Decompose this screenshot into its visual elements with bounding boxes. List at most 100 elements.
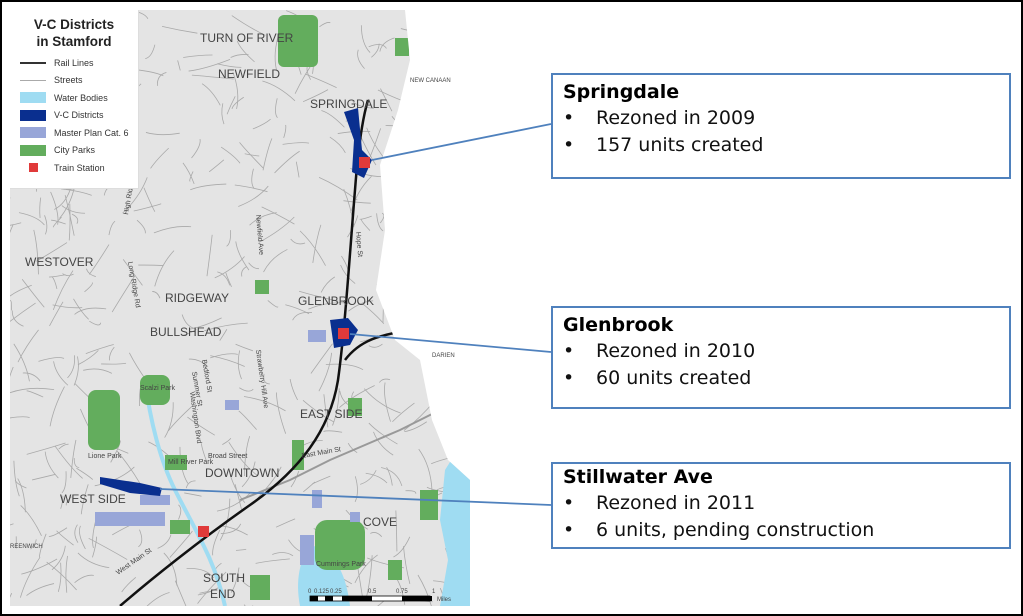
street-line (303, 481, 316, 493)
street-line (74, 307, 107, 315)
street-line (225, 272, 232, 288)
label-east-side: EAST SIDE (300, 407, 362, 421)
street-line (275, 98, 278, 119)
street-line (446, 10, 459, 29)
street-line (10, 302, 36, 325)
street-line (384, 382, 391, 422)
street-line (10, 387, 55, 394)
street-line (189, 171, 194, 182)
street-line (145, 132, 180, 136)
label-downtown: DOWNTOWN (205, 466, 279, 480)
street-line (145, 44, 156, 60)
street-line (312, 224, 322, 263)
street-line (238, 410, 257, 430)
street-line (51, 545, 66, 571)
label-west-side: WEST SIDE (60, 492, 126, 506)
park-cummings: Cummings Park (316, 561, 366, 568)
street-line (262, 80, 296, 102)
street-line (52, 304, 83, 309)
legend-item-streets: Streets (10, 72, 138, 90)
street-line (57, 562, 62, 592)
street-line (232, 71, 239, 110)
street-line (26, 390, 44, 398)
callout-bullet: • Rezoned in 2009 (563, 107, 756, 129)
street-line (262, 138, 273, 171)
street-line (376, 213, 384, 232)
street-line (65, 496, 72, 506)
street-line (222, 438, 232, 445)
street-line (368, 343, 383, 348)
street-line (368, 44, 387, 49)
street-line (10, 197, 11, 217)
street-line (79, 525, 86, 550)
callout-bullet: • 60 units created (563, 367, 752, 389)
street-line (32, 473, 56, 481)
street-line (10, 224, 14, 250)
street-hope: Hope St (354, 232, 363, 258)
street-line (73, 458, 80, 468)
street-line (84, 282, 93, 293)
train-station-icon (359, 157, 370, 168)
street-line (395, 159, 410, 175)
street-line (17, 329, 39, 363)
street-line (214, 256, 245, 279)
street-line (157, 534, 172, 549)
street-line (94, 466, 135, 487)
callout-glenbrook: Glenbrook • Rezoned in 2010 • 60 units cre… (551, 306, 1011, 409)
street-line (191, 74, 234, 80)
street-line (446, 58, 458, 67)
street-line (21, 279, 45, 308)
street-line (368, 422, 398, 445)
legend-item-train: Train Station (10, 159, 138, 177)
street-line (26, 442, 66, 455)
street-line (444, 311, 451, 340)
street-line (320, 276, 336, 293)
scale-tick: 0.25 (330, 589, 342, 595)
label-glenbrook: GLENBROOK (298, 294, 374, 308)
street-line (182, 162, 195, 185)
street-line (38, 533, 47, 558)
label-turn-of-river: TURN OF RIVER (200, 31, 294, 45)
street-line (58, 443, 69, 450)
street-line (244, 435, 251, 477)
scale-bar: 0 0.125 0.25 0.5 0.75 1 Miles (308, 589, 451, 603)
street-line (373, 431, 394, 456)
street-line (88, 537, 128, 560)
street-line (210, 355, 245, 367)
street-line (80, 484, 89, 515)
street-line (381, 467, 403, 487)
street-line (249, 212, 277, 226)
street-line (423, 315, 426, 328)
train-station-icon (198, 526, 209, 537)
callout-springdale: Springdale • Rezoned in 2009 • 157 units c… (551, 73, 1011, 179)
street-line (428, 39, 437, 59)
street-line (458, 114, 469, 121)
street-line (235, 343, 254, 352)
street-line (365, 472, 388, 484)
street-line (14, 479, 27, 489)
street-line (292, 311, 312, 321)
street-line (36, 242, 68, 262)
street-line (187, 416, 215, 436)
street-line (369, 128, 382, 158)
street-line (363, 388, 401, 414)
street-line (261, 206, 295, 225)
street-line (252, 605, 260, 606)
street-line (289, 378, 298, 401)
street-line (283, 124, 287, 139)
callout-title: Glenbrook (563, 314, 674, 336)
scale-tick: 0.125 (314, 589, 330, 595)
street-line (231, 96, 244, 110)
street-line (391, 127, 428, 136)
street-line (435, 151, 447, 178)
street-line (230, 567, 240, 593)
street-line (418, 448, 433, 492)
street-line (418, 215, 433, 229)
street-line (396, 578, 406, 605)
street-line (352, 101, 374, 109)
street-line (464, 15, 470, 41)
street-line (451, 316, 470, 320)
street-line (404, 421, 427, 433)
street-line (108, 220, 116, 236)
